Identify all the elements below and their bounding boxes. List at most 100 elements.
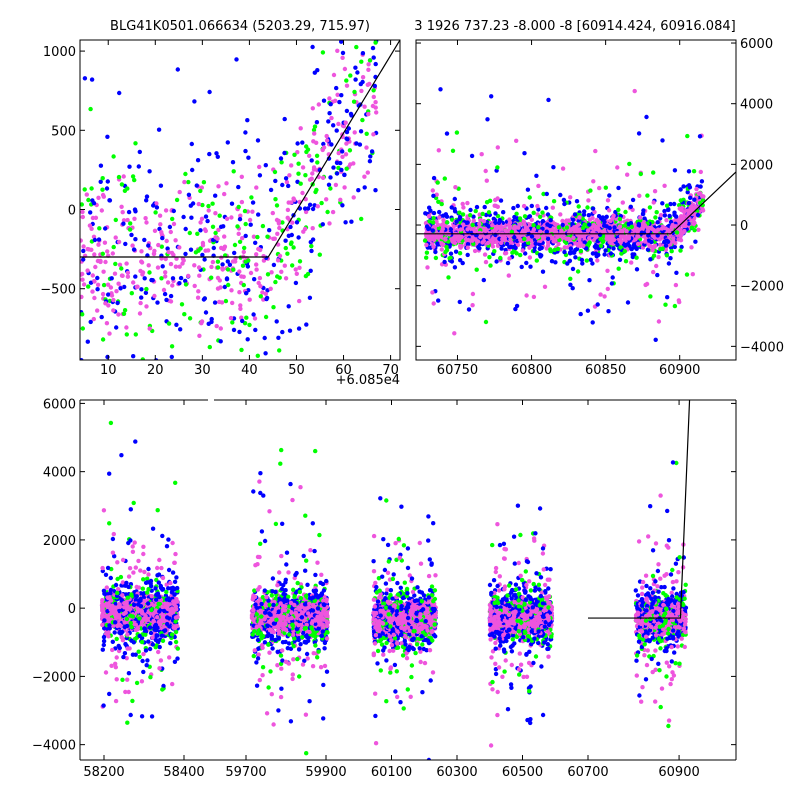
data-point <box>320 175 326 180</box>
data-point <box>584 246 589 251</box>
data-point <box>96 237 102 242</box>
data-point <box>605 198 611 203</box>
data-point <box>486 234 491 239</box>
data-point <box>373 188 378 193</box>
data-point <box>120 557 126 563</box>
data-point <box>646 238 652 243</box>
data-point <box>188 247 194 252</box>
x-tick-label: 60850 <box>585 363 626 378</box>
data-point <box>617 224 623 229</box>
data-point <box>108 575 114 581</box>
data-point <box>108 587 114 593</box>
data-point <box>592 244 598 249</box>
data-point <box>260 290 265 295</box>
data-point <box>499 246 504 251</box>
data-point <box>368 154 373 159</box>
data-point <box>438 233 443 239</box>
data-point <box>111 308 116 313</box>
data-point <box>293 280 299 286</box>
data-point <box>125 217 130 223</box>
x-tick-label: 50 <box>288 363 305 378</box>
data-point <box>693 239 698 244</box>
data-point <box>688 195 693 200</box>
data-point <box>117 90 122 96</box>
data-point <box>477 221 482 227</box>
data-point <box>531 294 537 300</box>
data-point <box>660 138 665 143</box>
data-point <box>312 124 318 129</box>
data-point <box>80 238 83 243</box>
data-point <box>634 267 640 272</box>
data-point <box>474 204 480 210</box>
data-point <box>169 354 174 360</box>
data-point <box>169 344 175 349</box>
data-point <box>244 315 249 320</box>
data-point <box>282 116 287 122</box>
data-point <box>685 133 690 139</box>
data-point <box>117 645 123 651</box>
data-point <box>122 605 127 610</box>
data-point <box>113 235 118 240</box>
data-point <box>175 67 180 72</box>
data-point <box>547 223 553 229</box>
data-point <box>459 244 464 249</box>
data-point <box>625 242 631 247</box>
data-point <box>132 540 137 545</box>
data-point <box>645 193 650 198</box>
data-point <box>153 638 159 643</box>
data-point <box>566 236 572 242</box>
data-point <box>436 148 441 153</box>
data-point <box>173 619 178 624</box>
data-point <box>170 283 175 288</box>
data-point <box>328 186 333 191</box>
data-point <box>335 92 340 98</box>
data-point <box>112 554 117 559</box>
data-point <box>257 164 262 170</box>
data-point <box>160 235 165 241</box>
data-point <box>425 265 430 270</box>
data-point <box>130 381 134 385</box>
data-point <box>616 238 622 243</box>
data-point <box>136 558 141 564</box>
data-point <box>245 379 249 383</box>
data-point <box>672 201 677 207</box>
data-point <box>174 575 179 580</box>
data-point <box>555 234 560 239</box>
data-point <box>194 183 199 188</box>
data-point <box>371 55 376 60</box>
data-point <box>213 211 218 216</box>
data-point <box>121 311 127 316</box>
data-point <box>511 205 516 211</box>
data-point <box>481 219 487 224</box>
data-point <box>339 40 344 44</box>
data-point <box>126 689 131 695</box>
data-point <box>170 570 176 575</box>
data-point <box>260 223 266 229</box>
data-point <box>573 255 578 260</box>
data-point <box>104 186 110 191</box>
data-point <box>460 212 466 217</box>
data-point <box>549 259 555 264</box>
data-point <box>172 560 177 565</box>
data-point <box>107 198 112 203</box>
data-point <box>431 216 436 221</box>
data-point <box>274 319 279 324</box>
data-point <box>645 229 651 234</box>
data-point <box>209 316 214 322</box>
data-point <box>534 173 539 178</box>
data-point <box>273 279 278 285</box>
panel-last-season-model-line <box>416 171 736 235</box>
data-point <box>110 251 116 256</box>
data-point <box>86 284 91 289</box>
data-point <box>186 273 191 279</box>
data-point <box>219 300 225 305</box>
data-point <box>536 207 541 212</box>
data-point <box>422 238 428 243</box>
data-point <box>586 213 591 218</box>
data-point <box>349 113 354 118</box>
data-point <box>438 87 443 92</box>
data-point <box>192 99 197 104</box>
data-point <box>484 178 489 183</box>
data-point <box>242 208 248 214</box>
data-point <box>321 98 327 103</box>
